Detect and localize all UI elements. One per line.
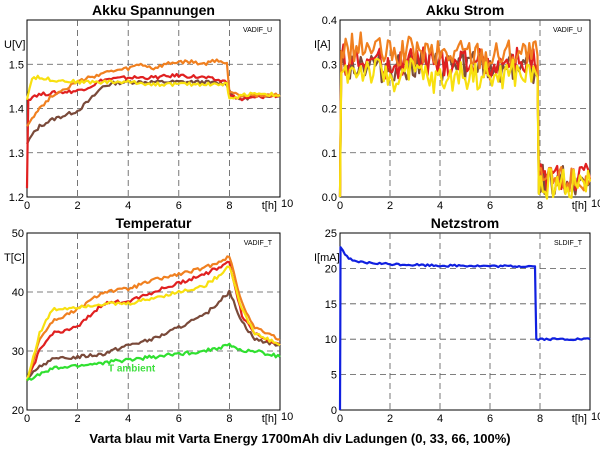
- series-line-4: [26, 342, 281, 382]
- x-tick-label: 6: [176, 200, 182, 212]
- plot-frame: [339, 232, 591, 411]
- series-line-2: [26, 58, 281, 127]
- y-tick-label: 0: [331, 405, 337, 417]
- x-tick-label: 6: [176, 413, 182, 425]
- chart-tag: VADIF_T: [244, 240, 273, 247]
- y-tick-label: 40: [12, 287, 24, 299]
- series-line-0: [26, 289, 281, 382]
- series-line-0: [338, 246, 591, 411]
- x-tick-label: 8: [226, 200, 232, 212]
- x-tick-label: 0: [24, 200, 30, 212]
- y-axis-label: U[V]: [4, 39, 25, 51]
- x-axis-label: t[h]: [262, 413, 277, 425]
- chart-tag: VADIF_U: [243, 27, 272, 34]
- x-tick-label: 10: [591, 411, 600, 423]
- chart-tag: VADIF_U: [553, 27, 582, 34]
- x-tick-label: 8: [537, 200, 543, 212]
- chart-title: Akku Strom: [426, 2, 505, 18]
- series-line-3: [338, 57, 592, 200]
- x-tick-label: 4: [125, 200, 131, 212]
- x-tick-label: 2: [75, 200, 81, 212]
- x-tick-label: 2: [75, 413, 81, 425]
- y-tick-label: 0.3: [322, 59, 337, 71]
- x-tick-label: 10: [281, 411, 293, 423]
- y-tick-label: 50: [12, 228, 24, 240]
- chart-tag: SLDIF_T: [554, 240, 583, 247]
- chart-netzstrom: Netzstrom SLDIF_T I[mA] 0 2 4 6 8 10 t[h] 0 5 10 15 20…: [314, 215, 600, 425]
- y-tick-label: 20: [325, 263, 337, 275]
- chart-akku-spannungen: Akku Spannungen VADIF_U U[V] 0 2 4 6 8 10 t[h] 1.2…: [4, 2, 293, 212]
- x-tick-label: 10: [281, 198, 293, 210]
- y-tick-label: 0.0: [322, 192, 337, 204]
- y-axis-label: I[A]: [314, 39, 331, 51]
- y-tick-label: 20: [12, 405, 24, 417]
- x-axis-label: t[h]: [572, 200, 587, 212]
- chart-temperatur: Temperatur VADIF_T T[C] 0 2 4 6 8 10 t[h] 20 30 40 50…: [4, 215, 293, 425]
- y-tick-label: 1.3: [9, 148, 24, 160]
- plot-frame: [26, 232, 281, 411]
- x-tick-label: 4: [437, 413, 443, 425]
- x-tick-label: 0: [337, 200, 343, 212]
- x-tick-label: 0: [337, 413, 343, 425]
- y-tick-label: 25: [325, 228, 337, 240]
- series-line-3: [25, 74, 281, 100]
- y-tick-label: 0.2: [322, 104, 337, 116]
- x-tick-label: 8: [226, 413, 232, 425]
- y-tick-label: 0.4: [322, 15, 337, 27]
- y-tick-label: 10: [325, 334, 337, 346]
- y-axis-label: I[mA]: [314, 252, 340, 264]
- y-tick-label: 15: [325, 299, 337, 311]
- x-axis-label: t[h]: [262, 200, 277, 212]
- y-axis-label: T[C]: [4, 252, 25, 264]
- x-tick-label: 2: [387, 200, 393, 212]
- chart-title: Netzstrom: [431, 215, 499, 231]
- chart-title: Akku Spannungen: [92, 2, 215, 18]
- x-tick-label: 6: [487, 413, 493, 425]
- y-tick-label: 5: [331, 370, 337, 382]
- y-tick-label: 1.2: [9, 192, 24, 204]
- y-tick-label: 0.1: [322, 148, 337, 160]
- x-tick-label: 2: [387, 413, 393, 425]
- x-tick-label: 8: [537, 413, 543, 425]
- figure-caption: Varta blau mit Varta Energy 1700mAh div …: [89, 431, 510, 446]
- x-axis-label: t[h]: [572, 413, 587, 425]
- series-line-3: [25, 265, 281, 381]
- annotation-t-ambient: T ambient: [108, 364, 156, 375]
- y-tick-label: 1.5: [9, 59, 24, 71]
- y-tick-label: 1.4: [9, 104, 24, 116]
- y-tick-label: 30: [12, 346, 24, 358]
- x-tick-label: 10: [591, 198, 600, 210]
- x-tick-label: 0: [24, 413, 30, 425]
- x-tick-label: 4: [437, 200, 443, 212]
- chart-akku-strom: Akku Strom VADIF_U I[A] 0 2 4 6 8 10 t[h] 0.0 0.1 0.…: [314, 2, 600, 212]
- x-tick-label: 6: [487, 200, 493, 212]
- series-line-2: [25, 255, 281, 381]
- x-tick-label: 4: [125, 413, 131, 425]
- chart-title: Temperatur: [116, 215, 193, 231]
